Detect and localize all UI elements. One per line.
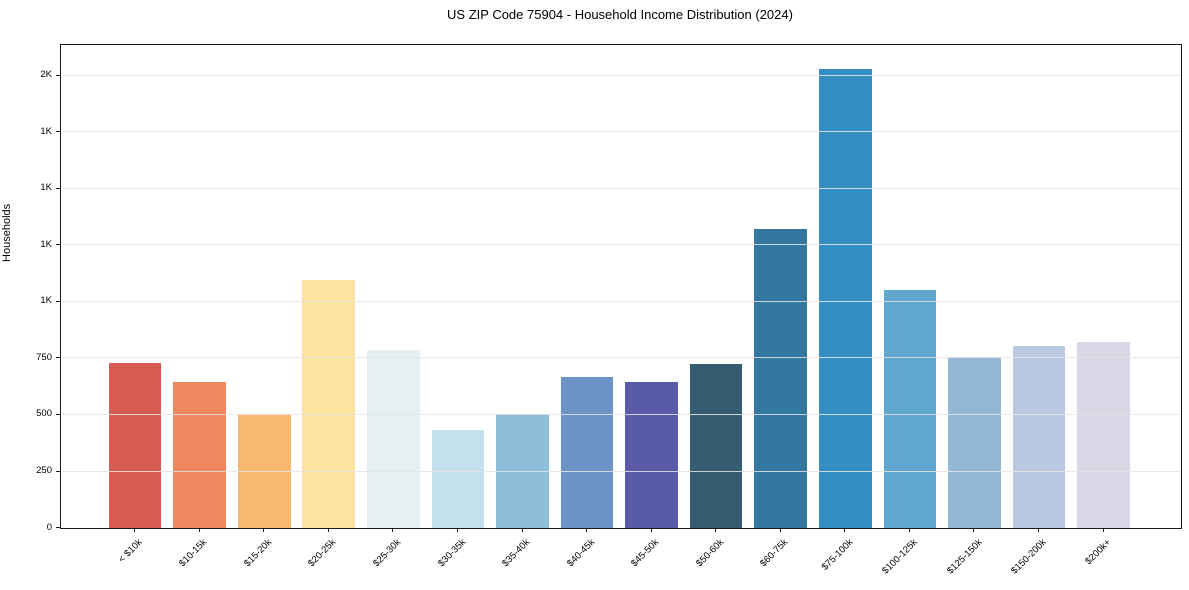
- y-axis-label: Households: [1, 203, 13, 262]
- x-tick-label: $200k+: [1083, 537, 1114, 568]
- x-tick-mark: [586, 528, 587, 532]
- bar-$50-60k: [689, 364, 743, 528]
- x-tick-mark: [844, 528, 846, 532]
- y-tick-label: 0: [46, 521, 52, 533]
- y-tick-mark: [56, 74, 60, 76]
- x-tick-label: < $10k: [116, 537, 145, 566]
- bar-$125-150k: [948, 356, 1001, 528]
- bar-$45-50k: [625, 381, 678, 528]
- x-tick-label: $50-60k: [693, 537, 726, 570]
- x-tick-mark: [198, 528, 200, 532]
- gridline: [61, 470, 1181, 472]
- bar-$25-30k: [367, 349, 420, 528]
- y-tick-label: 1K: [40, 295, 52, 307]
- gridline: [61, 413, 1181, 415]
- bar-$200k+: [1077, 342, 1130, 528]
- x-tick-label: $40-45k: [564, 537, 597, 570]
- x-tick-label: $10-15k: [177, 537, 210, 570]
- plot-area: [60, 44, 1182, 529]
- gridline: [61, 244, 1181, 246]
- y-tick-mark: [56, 300, 60, 302]
- x-tick-label: $30-35k: [435, 537, 468, 570]
- x-tick-label: $45-50k: [629, 537, 662, 570]
- bar-$40-45k: [560, 376, 614, 528]
- x-tick-label: $60-75k: [758, 537, 791, 570]
- gridline: [61, 74, 1181, 76]
- y-tick-mark: [56, 470, 60, 472]
- x-tick-mark: [908, 528, 910, 532]
- bar-$60-75k: [754, 228, 808, 528]
- x-tick-mark: [134, 528, 136, 532]
- x-tick-mark: [1102, 528, 1104, 532]
- y-tick-label: 1K: [40, 182, 52, 194]
- y-tick-label: 1K: [40, 238, 52, 250]
- x-tick-label: $125-150k: [944, 537, 985, 577]
- gridline: [61, 300, 1181, 302]
- bar-$150-200k: [1012, 345, 1066, 528]
- x-tick-mark: [456, 528, 458, 532]
- x-tick-label: $75-100k: [819, 537, 856, 573]
- x-tick-mark: [715, 528, 717, 532]
- y-tick-mark: [56, 131, 60, 133]
- gridline: [61, 357, 1181, 359]
- x-tick-label: $25-30k: [371, 537, 404, 570]
- y-tick-mark: [56, 187, 60, 189]
- y-tick-mark: [56, 413, 60, 415]
- bar-$30-35k: [431, 429, 485, 528]
- x-tick-label: $20-25k: [306, 537, 339, 570]
- y-tick-mark: [56, 357, 60, 359]
- bar-$75-100k: [818, 68, 872, 528]
- y-tick-label: 2K: [40, 69, 52, 81]
- gridline: [61, 131, 1181, 133]
- x-tick-label: $35-40k: [500, 537, 533, 570]
- bar-$20-25k: [302, 279, 356, 528]
- bar-$100-125k: [883, 289, 937, 528]
- gridline: [61, 187, 1181, 189]
- x-tick-label: $100-125k: [880, 537, 920, 577]
- chart-title: US ZIP Code 75904 - Household Income Dis…: [447, 7, 793, 22]
- x-tick-mark: [392, 528, 394, 532]
- y-tick-label: 500: [36, 408, 52, 420]
- x-tick-mark: [521, 528, 523, 532]
- y-tick-mark: [56, 527, 60, 528]
- bar-$10-15k: [173, 382, 226, 528]
- y-tick-mark: [56, 244, 60, 246]
- x-tick-label: $150-200k: [1009, 537, 1049, 577]
- x-tick-mark: [973, 528, 975, 532]
- y-tick-label: 750: [36, 351, 52, 363]
- y-tick-label: 250: [36, 465, 52, 476]
- bar-< $10k: [108, 363, 162, 528]
- x-tick-mark: [779, 528, 781, 532]
- x-tick-mark: [263, 528, 265, 532]
- x-tick-label: $15-20k: [241, 537, 274, 570]
- y-tick-label: 1K: [40, 125, 52, 137]
- x-tick-mark: [327, 528, 329, 532]
- x-tick-mark: [1038, 528, 1039, 532]
- x-tick-mark: [650, 528, 652, 532]
